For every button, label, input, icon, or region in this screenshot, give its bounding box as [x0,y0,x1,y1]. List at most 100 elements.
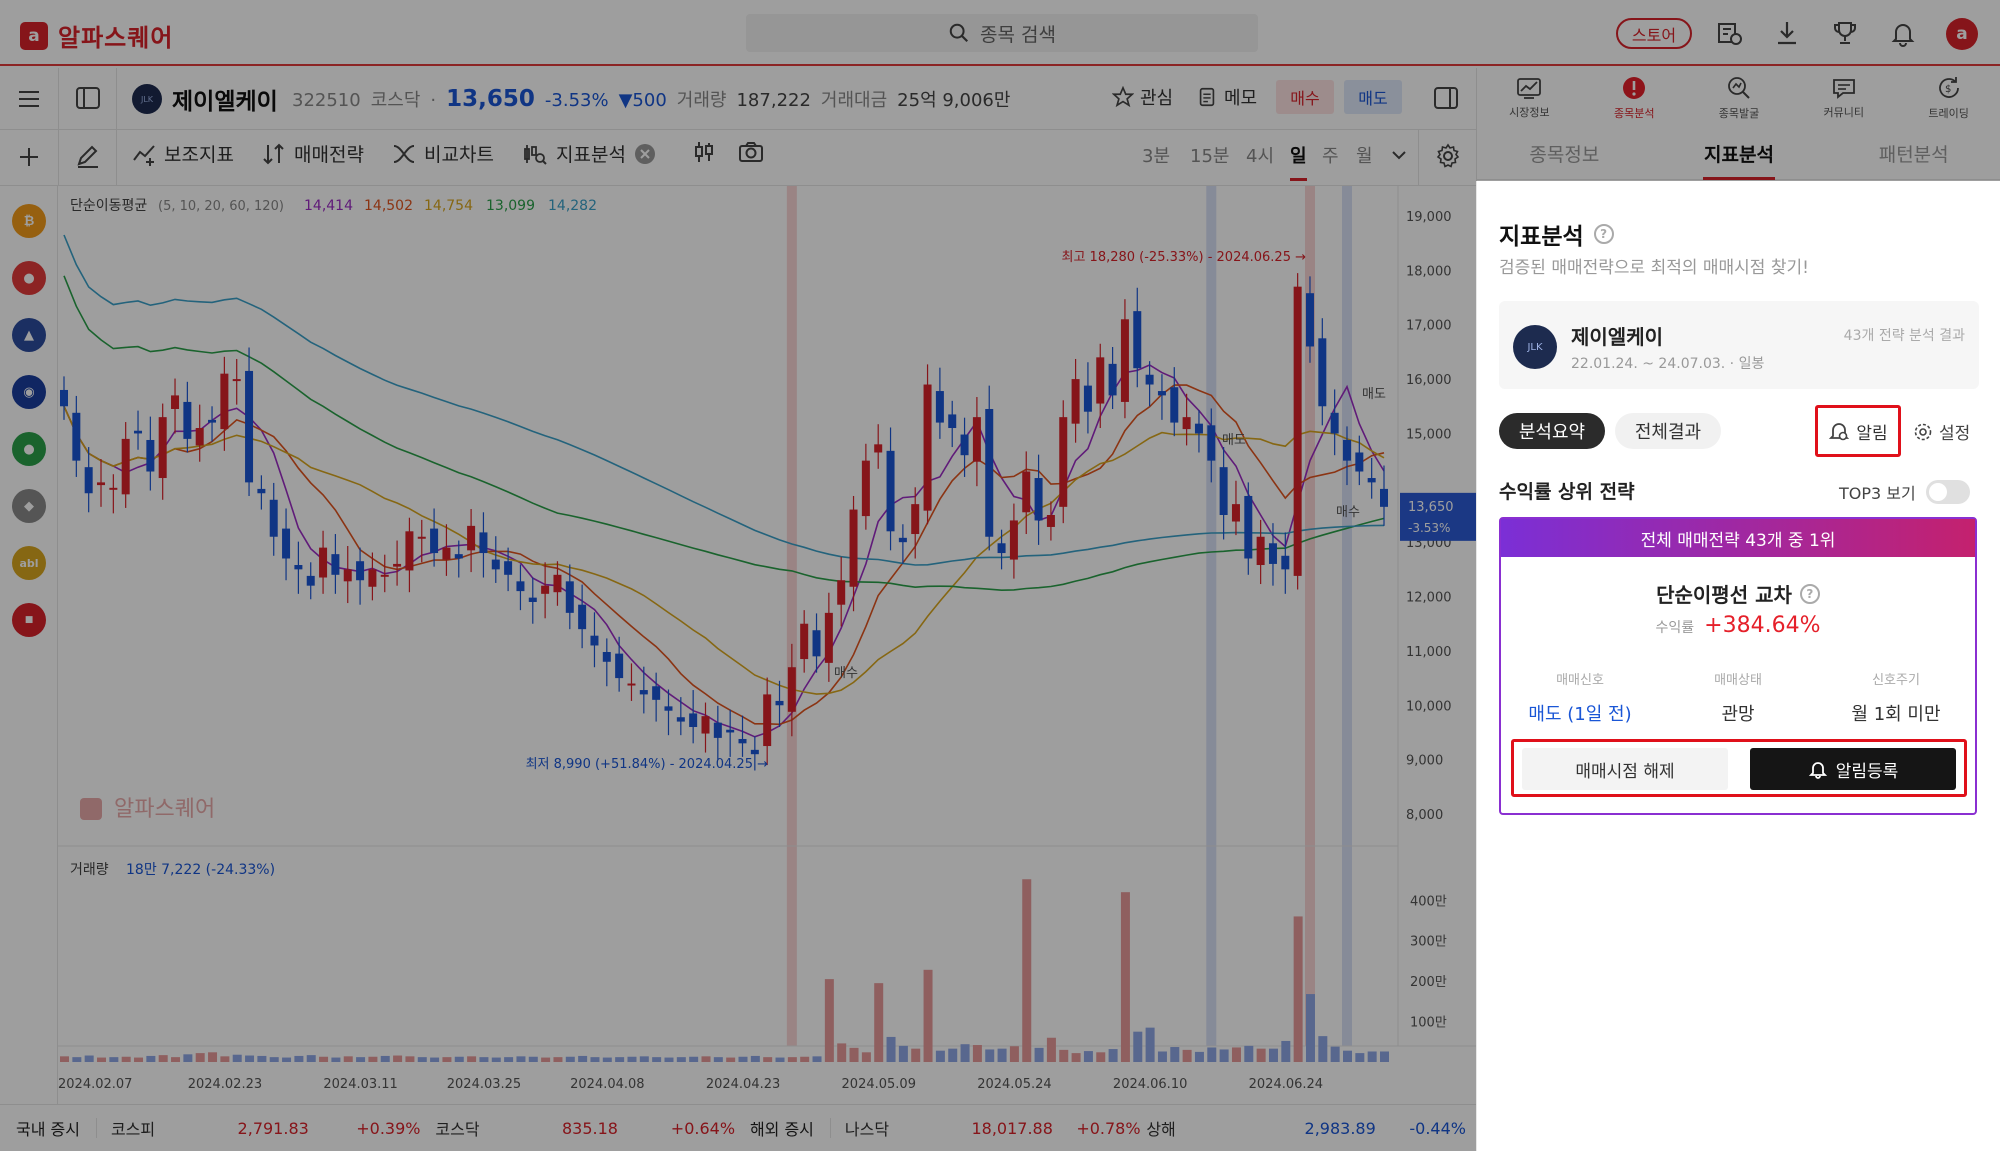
chevron-down-icon[interactable] [1390,146,1408,164]
volume-bar [158,1055,168,1062]
stock-name[interactable]: 제이엘케이 [172,89,278,115]
volume-bar [948,1048,958,1062]
signal-label: 매도 [1222,433,1246,448]
candle-body [1157,391,1166,396]
compare-icon [393,144,415,163]
kosdaq-value: 835.18 [561,1118,618,1138]
kospi-label[interactable]: 코스피 [110,1120,156,1139]
unset-timing-button[interactable]: 매매시점 해제 [1522,748,1728,790]
stock-icon-7[interactable]: ■ [12,603,46,637]
volume-tick-label: 100만 [1410,1016,1447,1031]
volume-bar [121,1056,131,1062]
nav-market-info[interactable]: 시장정보 [1477,68,1582,128]
volume-bar [1380,1051,1389,1062]
volume-bar [220,1056,230,1062]
candle-body [948,414,957,429]
screenshot-button[interactable] [738,140,764,164]
top-strategy-heading: 수익률 상위 전략 [1499,481,1635,503]
shanghai-label[interactable]: 상해 [1146,1120,1176,1139]
kospi-value: 2,791.83 [237,1118,309,1138]
kosdaq-label[interactable]: 코스닥 [435,1120,480,1139]
volume-bar [1219,1049,1229,1062]
nav-discovery[interactable]: 종목발굴 [1687,68,1792,128]
store-button[interactable]: 스토어 [1616,18,1692,49]
indicator-button[interactable]: 보조지표 [132,140,234,167]
stock-change-abs: ▼500 [618,90,667,111]
candle-body [158,417,167,479]
volume-bar [738,1056,748,1062]
close-icon[interactable] [634,143,656,165]
memo-button[interactable]: 메모 [1196,84,1257,110]
download-icon[interactable] [1770,16,1804,50]
bell-icon[interactable] [1886,16,1920,50]
menu-icon[interactable] [16,86,42,112]
tab-indicator-analysis[interactable]: 지표분석 [1652,128,1827,180]
tab-all-results[interactable]: 전체결과 [1615,413,1721,449]
add-icon[interactable] [16,144,42,170]
tab-summary[interactable]: 분석요약 [1499,413,1605,449]
indicator-analysis-button[interactable]: 지표분석 [522,140,656,167]
register-alarm-button[interactable]: 알림등록 [1750,748,1956,790]
buy-button[interactable]: 매수 [1276,80,1334,114]
compare-button[interactable]: 비교차트 [392,140,494,167]
app-logo[interactable]: a 알파스퀘어 [20,18,173,53]
volume-bar [393,1055,403,1062]
candle-type-button[interactable] [692,140,716,164]
period-month[interactable]: 월 [1356,146,1373,167]
period-15min[interactable]: 15분 [1190,146,1230,167]
volume-bar [615,1057,625,1062]
trophy-icon[interactable] [1828,16,1862,50]
strategy-button[interactable]: 매매전략 [262,140,364,167]
help-icon[interactable]: ? [1799,583,1820,604]
avatar[interactable]: a [1946,18,1978,50]
stock-icon-1[interactable]: ● [12,261,46,295]
period-day[interactable]: 일 [1290,142,1307,181]
period-3min[interactable]: 3분 [1142,146,1171,167]
nav-stock-analysis-label: 종목분석 [1613,107,1655,120]
help-icon[interactable]: ? [1593,224,1614,244]
draw-pen-icon[interactable] [74,142,102,170]
chart-settings-icon[interactable] [1434,142,1462,170]
price-chart[interactable]: 19,00018,00017,00016,00015,00013,00012,0… [58,186,1476,1104]
volume-bar [405,1056,415,1062]
y-tick-label: 19,000 [1406,210,1452,225]
panel-toggle-icon[interactable] [1432,84,1460,112]
candle-body [282,528,291,559]
chart-area[interactable]: 19,000 18,000 17,000 16,000 15,000 13,000 12,0… [58,186,1476,1104]
stock-icon-6[interactable]: abl [12,546,46,580]
nav-trading[interactable]: $ 트레이딩 [1896,68,2000,128]
candle-body [60,389,68,407]
high-annotation: 최고 18,280 (-25.33%) - 2024.06.25 → [1062,250,1307,265]
current-price-value: 13,650 [1408,500,1454,515]
nav-discovery-label: 종목발굴 [1718,107,1760,120]
tab-stock-info[interactable]: 종목정보 [1529,144,1600,166]
ma-legend-value: 14,414 [304,198,353,214]
stock-icon-2[interactable]: ▲ [12,318,46,352]
nasdaq-label[interactable]: 나스닥 [844,1120,890,1139]
stock-icon-3[interactable]: ◉ [12,375,46,409]
tab-pattern-analysis[interactable]: 패턴분석 [1878,144,1949,166]
sell-button[interactable]: 매도 [1344,80,1402,114]
ledger-icon[interactable] [1712,16,1746,50]
stock-icon-5[interactable]: ◆ [12,489,46,523]
nav-stock-analysis[interactable]: 종목분석 [1582,68,1687,128]
current-price-change: -3.53% [1408,521,1450,535]
volume-bar [1083,1051,1093,1062]
favorite-button[interactable]: 관심 [1112,84,1173,110]
alarm-button[interactable]: 알림 [1815,405,1901,457]
settings-button[interactable]: 설정 [1913,419,1970,444]
volume-bar [935,1050,945,1062]
sidebar-toggle-icon[interactable] [74,84,102,112]
bitcoin-icon[interactable]: ₿ [12,204,46,238]
volume-bar [1034,1047,1044,1062]
period-4h[interactable]: 4시 [1246,146,1275,167]
volume-bar [528,1056,538,1062]
candle-body [553,574,562,593]
top3-toggle[interactable] [1925,480,1970,504]
nav-community[interactable]: 커뮤니티 [1791,68,1896,128]
stock-icon-4[interactable]: ● [12,432,46,466]
search-input[interactable]: 종목 검색 [746,14,1258,52]
period-week[interactable]: 주 [1322,146,1339,167]
candle-body [812,630,821,657]
